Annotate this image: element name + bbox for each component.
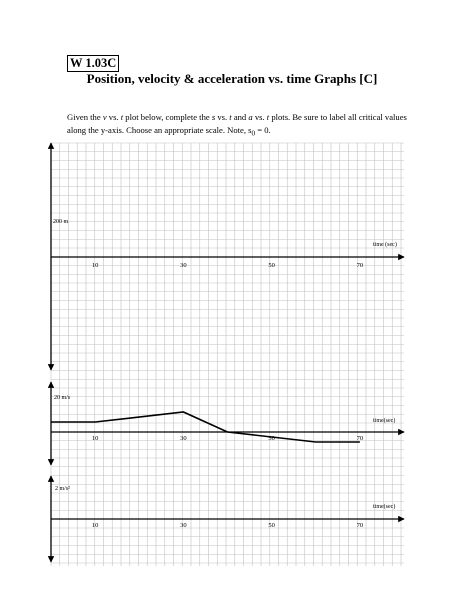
x-tick-label: 70 — [357, 262, 364, 269]
x-tick-label: 10 — [92, 262, 99, 269]
instr-var-a: a — [248, 112, 253, 122]
instr-text-5: and — [231, 112, 249, 122]
x-tick-label: 50 — [268, 435, 275, 442]
x-tick-label: 70 — [357, 435, 364, 442]
position-y-label: 200 m — [53, 219, 69, 225]
velocity-time-label: time(sec) — [373, 417, 395, 424]
instr-var-s: s — [211, 112, 216, 122]
instr-text-4: vs. — [215, 112, 230, 122]
instr-text-2: vs. — [106, 112, 121, 122]
velocity-y-label: 20 m/s — [54, 395, 71, 401]
x-tick-label: 50 — [268, 262, 275, 269]
instr-text-1: Given the — [67, 112, 103, 122]
worksheet-code-badge: W 1.03C — [67, 55, 120, 72]
position-x-tick-labels: 10 30 50 70 — [92, 262, 363, 269]
x-tick-label: 30 — [180, 435, 187, 442]
position-time-label: time (sec) — [373, 241, 397, 248]
acceleration-y-label: 2 m/s² — [55, 486, 70, 492]
acceleration-time-label: time(sec) — [373, 503, 395, 510]
x-tick-label: 30 — [180, 522, 187, 529]
x-tick-label: 70 — [357, 522, 364, 529]
position-graph: 200 m time (sec) 10 30 50 70 — [47, 142, 405, 371]
acceleration-graph: 2 m/s² time(sec) 10 30 50 70 — [47, 475, 405, 563]
instr-text-3: plot below, complete the — [123, 112, 212, 122]
worksheet-title: Position, velocity & acceleration vs. ti… — [86, 71, 378, 86]
velocity-line — [51, 411, 360, 443]
instructions-paragraph: Given the v vs. t plot below, complete t… — [67, 111, 407, 141]
instr-var-v: v — [102, 112, 107, 122]
acceleration-x-tick-labels: 10 30 50 70 — [92, 522, 363, 529]
x-tick-label: 10 — [92, 435, 99, 442]
instr-var-t1: t — [120, 112, 124, 122]
x-tick-label: 50 — [268, 522, 275, 529]
instr-var-t3: t — [266, 112, 270, 122]
x-tick-label: 30 — [180, 262, 187, 269]
x-tick-label: 10 — [92, 522, 99, 529]
instr-text-7: plots. Be sure to label all critical val… — [67, 112, 407, 135]
velocity-x-tick-labels: 10 30 50 70 — [92, 435, 363, 442]
graph-paper-grid — [50, 142, 404, 566]
instr-var-t2: t — [229, 112, 232, 122]
instr-text-8: = 0. — [255, 125, 271, 135]
instr-text-6: vs. — [252, 112, 267, 122]
velocity-graph: 20 m/s time(sec) 10 30 50 70 — [47, 381, 405, 466]
instr-subscript: 0 — [251, 129, 256, 138]
velocity-series — [51, 411, 360, 443]
